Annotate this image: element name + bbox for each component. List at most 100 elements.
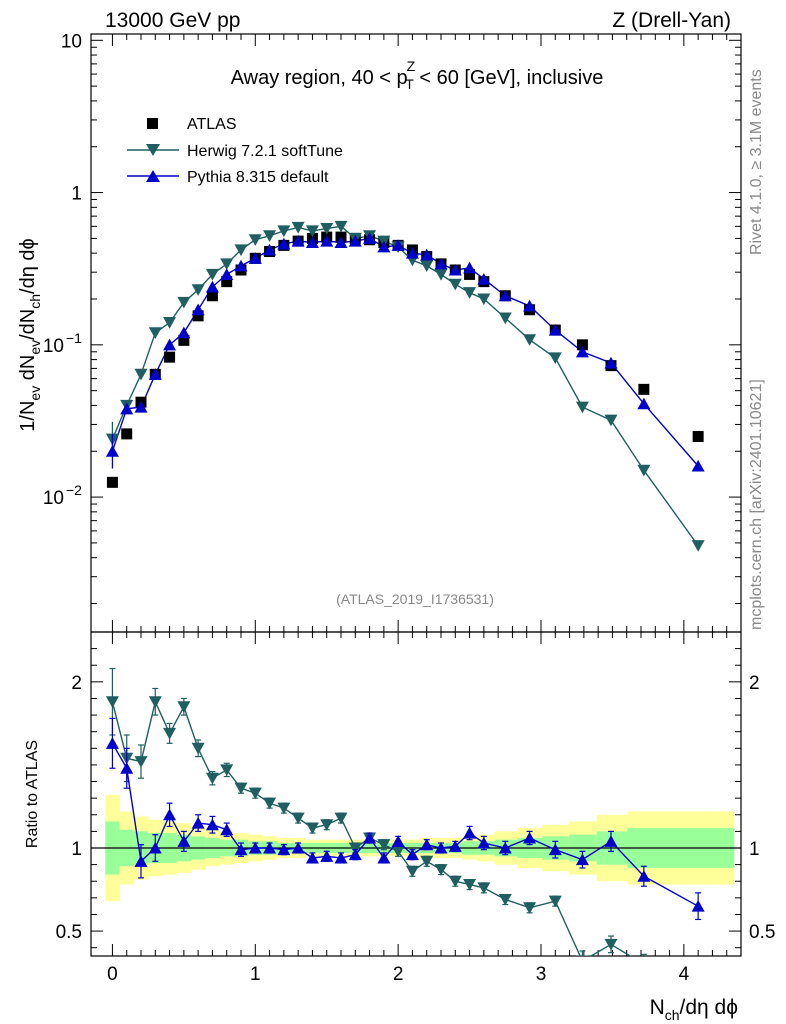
herwig-point bbox=[220, 258, 234, 271]
atlas-point bbox=[192, 310, 204, 322]
y-tick-label-exponent: −1 bbox=[66, 330, 82, 346]
herwig-point bbox=[163, 317, 177, 329]
herwig-point bbox=[277, 225, 291, 238]
pythia-ratio-point bbox=[637, 870, 651, 882]
pythia-point bbox=[291, 234, 305, 247]
herwig-point bbox=[691, 540, 705, 552]
pythia-point bbox=[548, 323, 562, 336]
y-tick-label: 10 bbox=[43, 336, 64, 357]
herwig-ratio-point bbox=[377, 839, 391, 851]
atlas-point bbox=[121, 428, 133, 440]
ratio-line-herwig bbox=[111, 699, 632, 956]
pythia-ratio-point bbox=[391, 835, 405, 847]
legend-herwig-label: Herwig 7.2.1 softTune bbox=[187, 143, 343, 160]
pythia-ratio-point bbox=[248, 841, 262, 854]
pythia-point bbox=[420, 248, 434, 261]
herwig-point bbox=[305, 225, 319, 238]
pythia-ratio-point bbox=[320, 850, 334, 862]
x-tick-label: 0 bbox=[107, 964, 118, 985]
herwig-ratio-point bbox=[637, 959, 650, 971]
herwig-point bbox=[637, 464, 651, 477]
pythia-point bbox=[477, 272, 491, 285]
legend-pythia-marker bbox=[146, 170, 160, 182]
herwig-ratio-point bbox=[248, 787, 262, 800]
herwig-ratio-point bbox=[405, 865, 419, 878]
herwig-ratio-point bbox=[463, 879, 477, 891]
herwig-point bbox=[234, 244, 248, 257]
pythia-point bbox=[448, 263, 462, 276]
herwig-point bbox=[148, 327, 162, 339]
pythia-point bbox=[263, 243, 277, 256]
herwig-ratio-point bbox=[177, 701, 191, 713]
herwig-ratio-point bbox=[498, 893, 512, 906]
pythia-point bbox=[248, 252, 262, 264]
herwig-ratio-point bbox=[434, 864, 448, 876]
pythia-ratio-point bbox=[220, 823, 234, 836]
herwig-ratio-point bbox=[692, 977, 705, 989]
pythia-point bbox=[463, 261, 477, 274]
herwig-ratio-point bbox=[305, 822, 319, 835]
herwig-point bbox=[523, 334, 537, 346]
pythia-ratio-point bbox=[120, 762, 134, 774]
herwig-point bbox=[434, 268, 448, 281]
pythia-ratio-point bbox=[477, 836, 491, 849]
herwig-ratio-point bbox=[548, 895, 562, 908]
pythia-point bbox=[105, 445, 119, 457]
herwig-ratio-point bbox=[220, 764, 234, 777]
atlas-point bbox=[692, 430, 704, 442]
ratio-series bbox=[105, 667, 705, 989]
header-right: Z (Drell-Yan) bbox=[612, 9, 731, 32]
herwig-point bbox=[448, 278, 462, 291]
main-frame bbox=[90, 33, 742, 633]
ratio-panel: 2 2 1 1 0.5 0.5 bbox=[56, 631, 775, 989]
atlas-point bbox=[206, 290, 218, 302]
herwig-ratio-point bbox=[134, 756, 148, 768]
pythia-ratio-point bbox=[263, 841, 277, 854]
main-ticks bbox=[91, 34, 741, 632]
pythia-ratio-point bbox=[205, 818, 219, 831]
herwig-point bbox=[575, 401, 589, 414]
pythia-point bbox=[148, 368, 162, 380]
pythia-ratio-point bbox=[148, 841, 162, 854]
x-axis-label: Nch/dη dϕ bbox=[650, 996, 738, 1023]
ratio-y-axis-label: Ratio to ATLAS bbox=[24, 740, 41, 848]
pythia-ratio-point bbox=[448, 840, 462, 852]
legend-herwig-marker bbox=[146, 144, 160, 156]
x-tick-label: 4 bbox=[679, 964, 690, 985]
ratio-y-tick-label-right: 0.5 bbox=[749, 922, 775, 943]
pythia-point bbox=[220, 268, 234, 280]
herwig-ratio-point bbox=[334, 812, 348, 825]
main-series bbox=[105, 220, 705, 552]
pythia-point bbox=[134, 400, 148, 413]
herwig-point bbox=[320, 223, 334, 235]
herwig-ratio-point bbox=[291, 812, 305, 825]
pythia-ratio-point bbox=[548, 843, 562, 856]
herwig-ratio-point bbox=[477, 882, 491, 895]
x-tick-label: 3 bbox=[536, 964, 547, 985]
pythia-point bbox=[163, 338, 177, 351]
pythia-point bbox=[120, 402, 134, 415]
pythia-ratio-point bbox=[177, 835, 191, 847]
pythia-point bbox=[377, 240, 391, 253]
pythia-ratio-point bbox=[291, 841, 305, 854]
herwig-ratio-point bbox=[277, 802, 291, 815]
pythia-point bbox=[277, 237, 291, 250]
atlas-point bbox=[576, 339, 588, 351]
herwig-point bbox=[420, 260, 434, 273]
pythia-point bbox=[604, 356, 618, 369]
pythia-point bbox=[334, 236, 348, 249]
pythia-ratio-point bbox=[463, 826, 477, 839]
pythia-ratio-point bbox=[405, 848, 419, 861]
main-line-herwig bbox=[111, 225, 699, 547]
herwig-ratio-point bbox=[391, 845, 405, 858]
herwig-ratio-point bbox=[191, 742, 205, 755]
pythia-point bbox=[637, 397, 651, 410]
atlas-point bbox=[464, 268, 476, 280]
y-tick-label: 10 bbox=[43, 488, 64, 509]
pythia-ratio-point bbox=[234, 843, 248, 856]
herwig-ratio-point bbox=[448, 875, 462, 888]
pythia-point bbox=[205, 280, 219, 293]
